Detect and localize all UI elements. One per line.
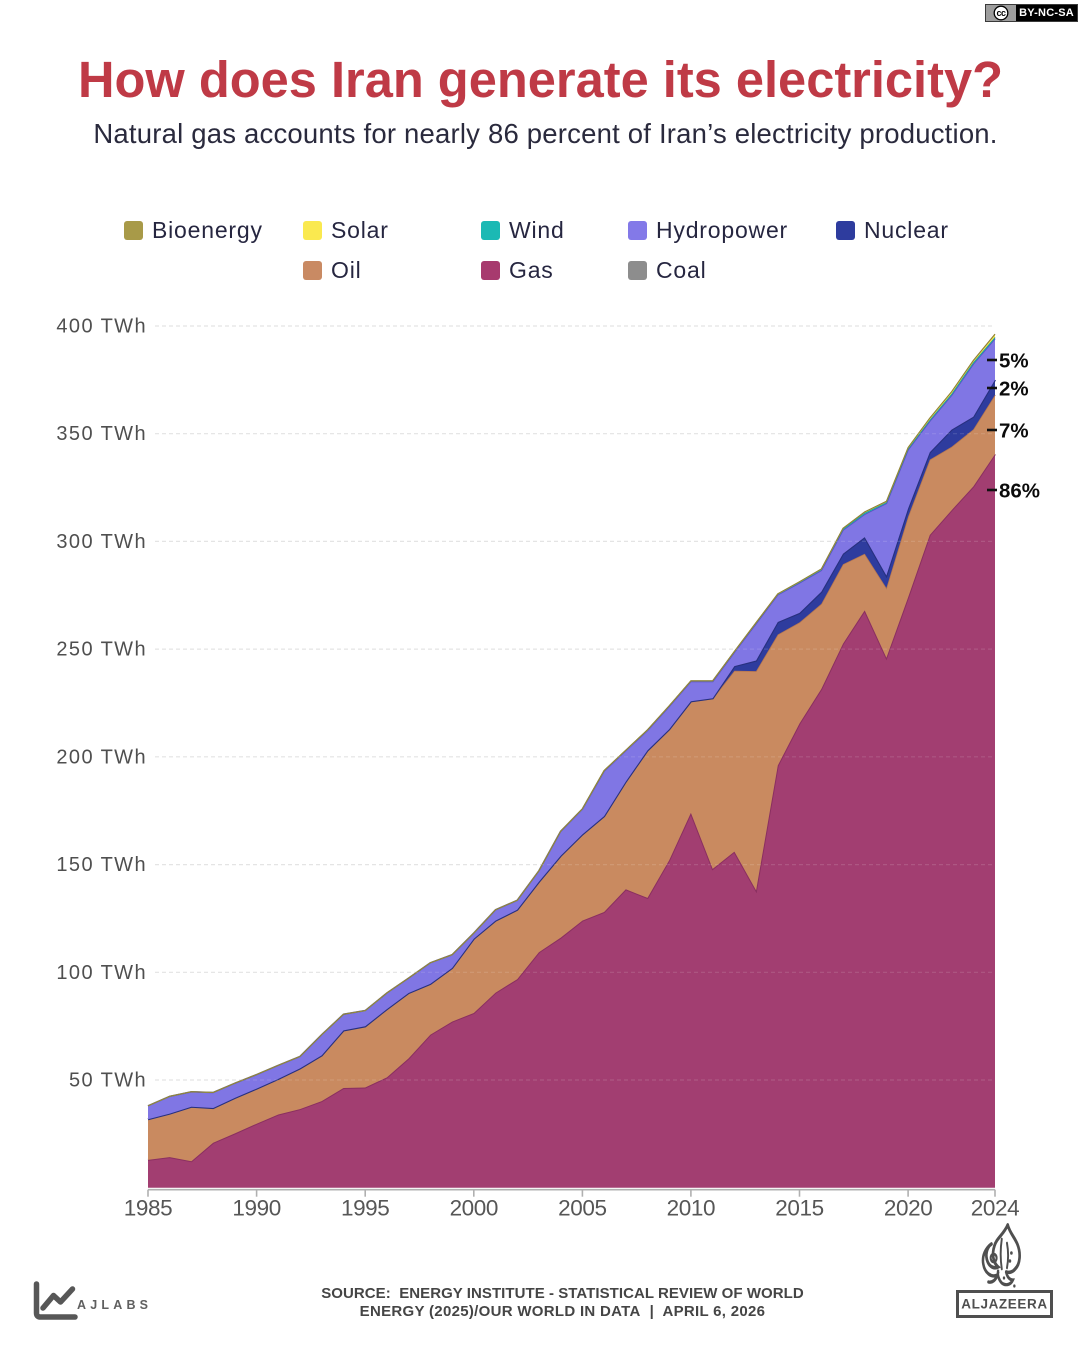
svg-text:1985: 1985 bbox=[124, 1196, 172, 1221]
svg-text:5%: 5% bbox=[999, 350, 1029, 373]
svg-text:7%: 7% bbox=[999, 420, 1029, 443]
svg-text:1990: 1990 bbox=[232, 1196, 280, 1221]
svg-text:2024: 2024 bbox=[971, 1196, 1019, 1221]
svg-text:50 TWh: 50 TWh bbox=[69, 1070, 147, 1092]
svg-text:AJLABS: AJLABS bbox=[77, 1298, 152, 1312]
svg-text:2010: 2010 bbox=[667, 1196, 715, 1221]
svg-text:2020: 2020 bbox=[884, 1196, 932, 1221]
svg-text:350 TWh: 350 TWh bbox=[56, 423, 147, 445]
svg-text:250 TWh: 250 TWh bbox=[56, 639, 147, 661]
svg-text:2%: 2% bbox=[999, 378, 1029, 401]
svg-text:300 TWh: 300 TWh bbox=[56, 531, 147, 553]
svg-text:2015: 2015 bbox=[775, 1196, 823, 1221]
svg-text:1995: 1995 bbox=[341, 1196, 389, 1221]
svg-text:100 TWh: 100 TWh bbox=[56, 962, 147, 984]
svg-text:2005: 2005 bbox=[558, 1196, 606, 1221]
svg-text:2000: 2000 bbox=[450, 1196, 498, 1221]
svg-text:ALJAZEERA: ALJAZEERA bbox=[961, 1297, 1047, 1312]
svg-text:cc: cc bbox=[996, 8, 1006, 18]
svg-text:200 TWh: 200 TWh bbox=[56, 746, 147, 768]
svg-text:150 TWh: 150 TWh bbox=[56, 854, 147, 876]
svg-text:400 TWh: 400 TWh bbox=[56, 316, 147, 338]
svg-text:86%: 86% bbox=[999, 480, 1040, 503]
